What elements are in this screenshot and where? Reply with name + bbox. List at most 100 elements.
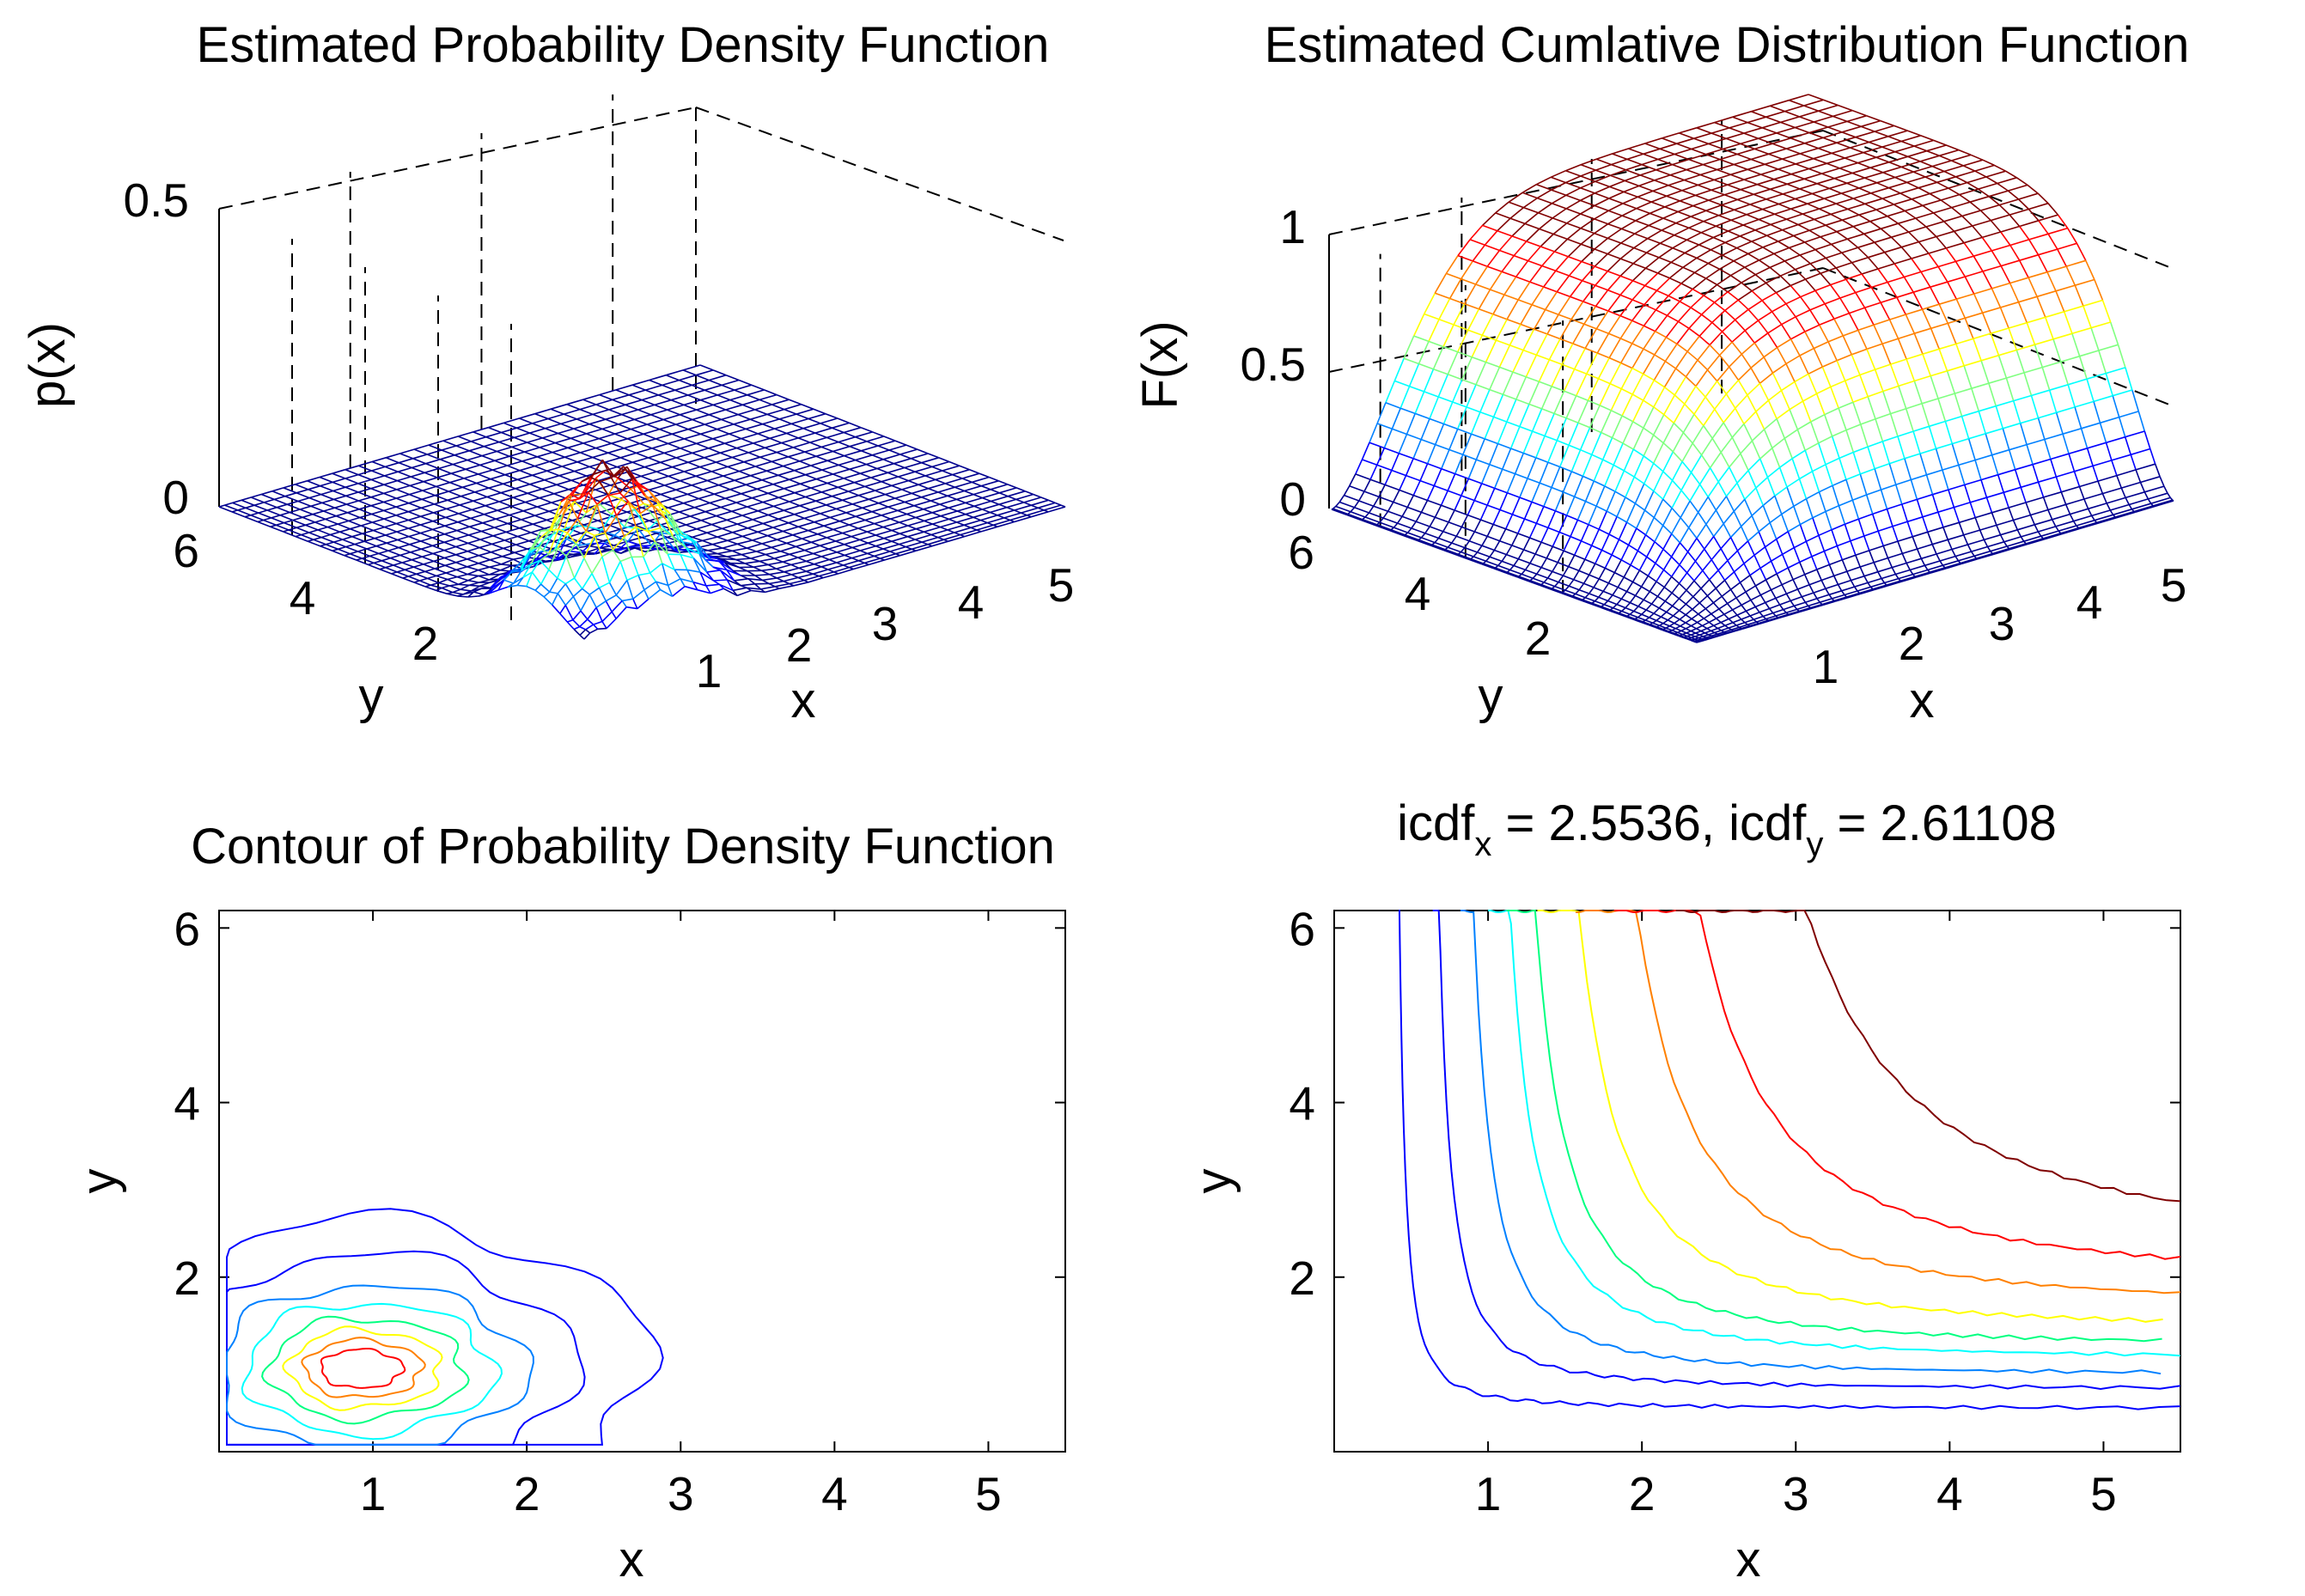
surface-mesh-segment: [473, 500, 486, 507]
surface-mesh-segment: [1767, 332, 1778, 349]
surface-mesh-segment: [1595, 180, 1610, 188]
surface-mesh-segment: [2083, 498, 2089, 509]
surface-mesh-segment: [1497, 217, 1511, 232]
surface-mesh-segment: [982, 496, 991, 503]
surface-mesh-segment: [1719, 341, 1733, 356]
surface-mesh-segment: [1540, 246, 1555, 253]
surface-mesh-segment: [1541, 265, 1557, 272]
surface-mesh-segment: [549, 528, 559, 532]
surface-mesh-segment: [844, 544, 853, 549]
surface-mesh-segment: [712, 438, 725, 444]
surface-mesh-segment: [722, 527, 733, 533]
surface-mesh-segment: [973, 511, 991, 519]
surface-mesh-segment: [679, 374, 697, 381]
surface-mesh-segment: [1900, 161, 1921, 168]
surface-mesh-segment: [1749, 198, 1767, 205]
surface-mesh-segment: [296, 489, 308, 494]
surface-mesh-segment: [432, 533, 445, 539]
surface-mesh-segment: [1551, 466, 1561, 488]
surface-mesh-segment: [1948, 489, 1955, 508]
surface-mesh-segment: [1763, 429, 1773, 448]
surface-mesh-segment: [947, 490, 965, 497]
surface-mesh-segment: [1566, 228, 1582, 241]
surface-mesh-segment: [2030, 509, 2049, 516]
surface-mesh-segment: [330, 531, 340, 536]
surface-mesh-segment: [717, 536, 728, 542]
surface-mesh-segment: [1717, 275, 1731, 286]
surface-mesh-segment: [694, 507, 706, 513]
surface-mesh-segment: [1559, 319, 1572, 339]
surface-mesh-segment: [1621, 215, 1636, 222]
surface-mesh-segment: [577, 537, 593, 542]
surface-mesh-segment: [965, 509, 983, 515]
surface-mesh-segment: [1494, 487, 1508, 494]
surface-mesh-segment: [277, 503, 288, 509]
surface-mesh-segment: [1799, 110, 1819, 118]
surface-mesh-segment: [2027, 184, 2039, 194]
surface-mesh-segment: [333, 541, 346, 548]
surface-mesh-segment: [1938, 343, 1957, 350]
surface-mesh-segment: [707, 547, 723, 551]
surface-mesh-segment: [572, 610, 582, 621]
surface-mesh-segment: [835, 540, 845, 545]
surface-mesh-segment: [366, 545, 377, 550]
surface-mesh-segment: [814, 427, 832, 434]
surface-mesh-segment: [1434, 273, 1448, 294]
surface-mesh-segment: [1929, 420, 1946, 428]
surface-mesh-segment: [490, 478, 503, 485]
surface-mesh-segment: [683, 404, 697, 411]
surface-mesh-segment: [2093, 394, 2113, 403]
surface-mesh-segment: [1875, 156, 1889, 163]
surface-mesh-segment: [674, 515, 691, 521]
surface-mesh-segment: [606, 618, 617, 630]
surface-mesh-segment: [1845, 429, 1855, 453]
surface-mesh-segment: [1780, 116, 1800, 124]
surface-mesh-segment: [1406, 527, 1412, 533]
surface-mesh-segment: [1515, 472, 1528, 479]
surface-mesh-segment: [325, 518, 338, 525]
surface-mesh-segment: [2038, 220, 2049, 235]
surface-mesh-segment: [1773, 178, 1788, 186]
surface-mesh-segment: [362, 529, 374, 534]
surface-mesh-segment: [467, 542, 480, 549]
surface-mesh-segment: [473, 426, 489, 433]
surface-mesh-segment: [1486, 250, 1501, 267]
surface-mesh-segment: [2098, 344, 2119, 351]
surface-mesh-segment: [1881, 222, 1899, 230]
surface-mesh-segment: [998, 503, 1008, 509]
surface-mesh-segment: [887, 506, 899, 512]
surface-mesh-segment: [605, 600, 613, 612]
surface-mesh-segment: [767, 561, 784, 566]
surface-mesh-segment: [1750, 356, 1765, 369]
surface-mesh-segment: [2007, 190, 2020, 200]
surface-mesh-segment: [1789, 247, 1801, 256]
surface-mesh-segment: [530, 527, 545, 533]
surface-mesh-segment: [345, 468, 359, 476]
surface-mesh-segment: [1705, 148, 1723, 155]
surface-mesh-segment: [1475, 283, 1491, 290]
surface-mesh-segment: [2055, 412, 2064, 435]
surface-mesh-segment: [1698, 467, 1711, 485]
surface-mesh-segment: [793, 442, 811, 448]
surface-mesh-segment: [777, 514, 795, 520]
surface-mesh-segment: [1393, 522, 1399, 528]
surface-mesh-segment: [771, 456, 789, 463]
surface-mesh-segment: [772, 521, 790, 528]
surface-mesh-segment: [1937, 393, 1955, 399]
surface-mesh-segment: [1443, 423, 1458, 430]
surface-mesh-segment: [1453, 303, 1466, 326]
surface-mesh-segment: [497, 446, 513, 453]
surface-mesh-segment: [778, 413, 797, 420]
surface-mesh-segment: [1990, 332, 2000, 356]
surface-mesh-segment: [444, 533, 457, 539]
surface-mesh-segment: [423, 563, 436, 570]
surface-mesh-segment: [457, 517, 472, 523]
surface-mesh-segment: [619, 492, 629, 502]
surface-mesh-segment: [1573, 348, 1586, 370]
surface-mesh-segment: [1348, 473, 1357, 487]
surface-mesh-segment: [772, 478, 790, 485]
surface-mesh-segment: [1912, 425, 1930, 432]
surface-mesh-segment: [1384, 484, 1400, 491]
surface-mesh-segment: [1696, 257, 1709, 265]
surface-mesh-segment: [1839, 297, 1851, 314]
